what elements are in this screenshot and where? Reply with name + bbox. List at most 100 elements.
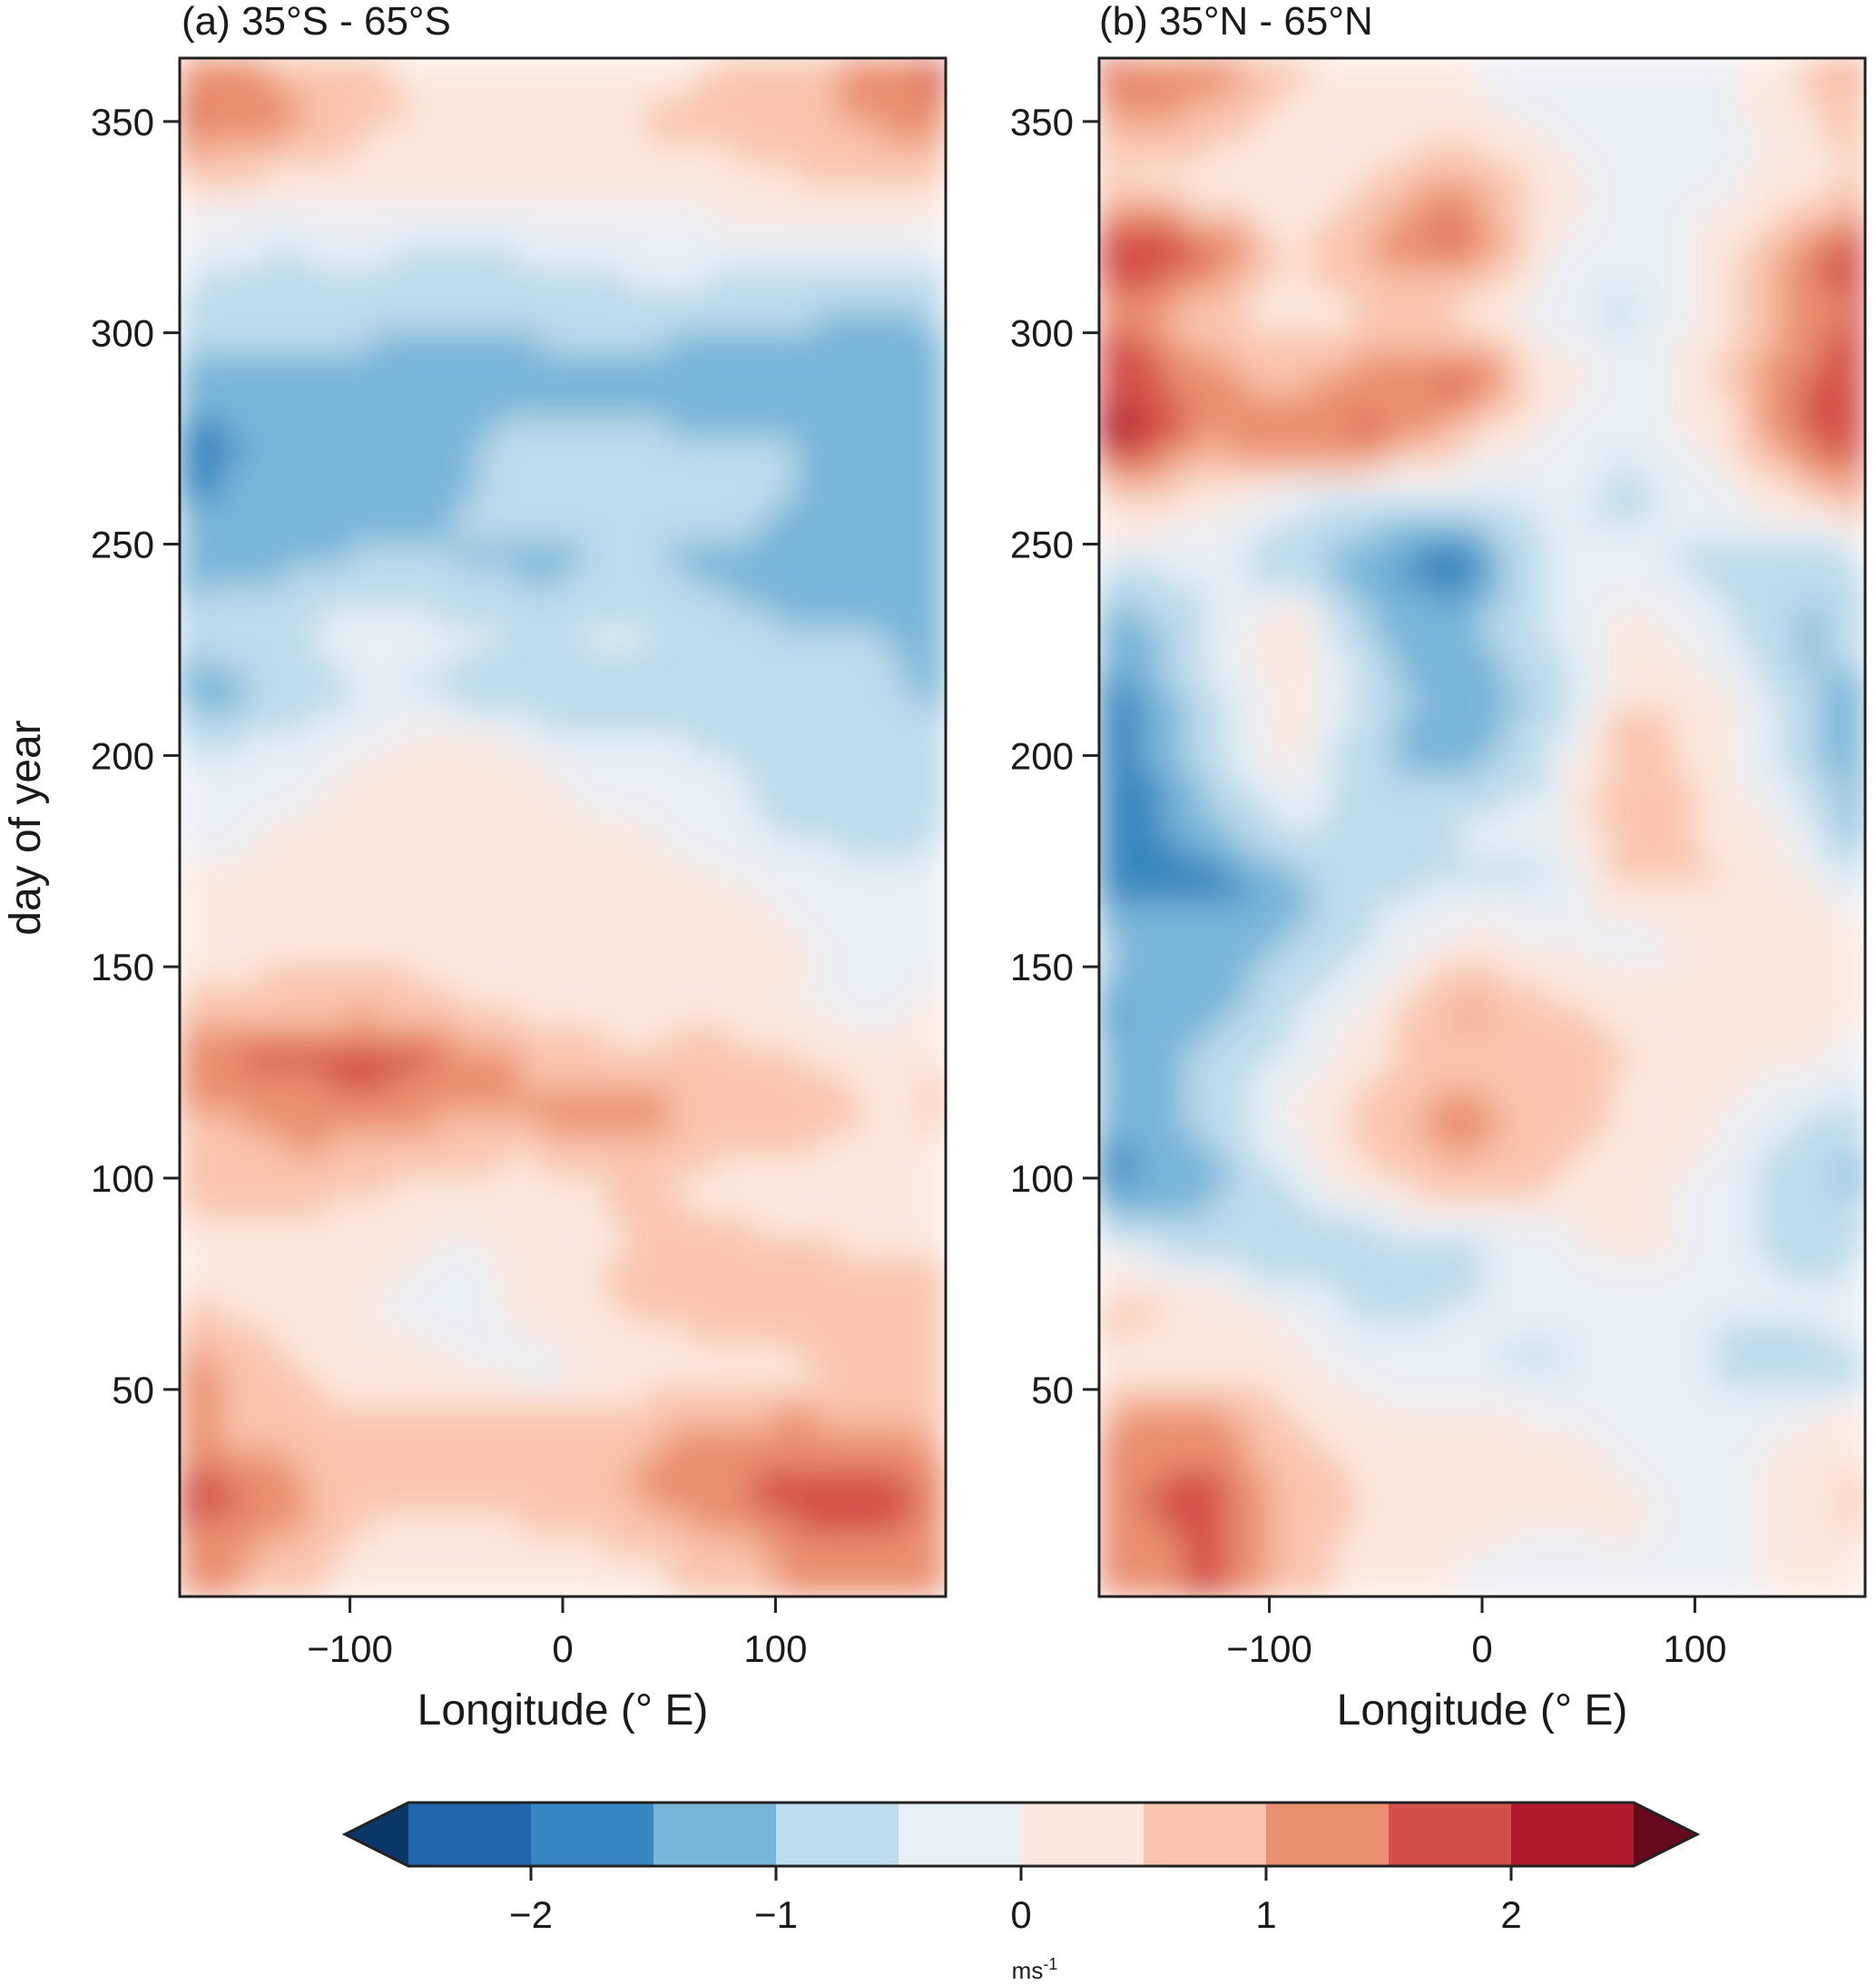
heatmap-cell [519, 542, 543, 565]
heatmap-cell [221, 268, 244, 290]
heatmap-cell [370, 1469, 393, 1492]
heatmap-cell [562, 142, 584, 164]
heatmap-cell [1353, 1069, 1377, 1092]
heatmap-cell [307, 752, 329, 775]
heatmap-cell [583, 879, 606, 902]
heatmap-cell [1545, 1047, 1568, 1071]
heatmap-cell [1353, 1047, 1377, 1071]
heatmap-cell [1460, 816, 1483, 839]
heatmap-cell [456, 647, 478, 670]
heatmap-cell [1290, 1364, 1312, 1387]
heatmap-cell [859, 795, 883, 818]
heatmap-cell [456, 205, 478, 228]
heatmap-cell [264, 521, 287, 544]
heatmap-cell [519, 58, 543, 80]
heatmap-cell [859, 542, 883, 565]
heatmap-cell [1545, 1554, 1568, 1577]
heatmap-cell [1439, 1174, 1462, 1197]
heatmap-cell [1226, 879, 1249, 902]
heatmap-cell [1290, 247, 1312, 270]
heatmap-cell [753, 99, 776, 123]
heatmap-cell [562, 1216, 584, 1239]
heatmap-cell [519, 584, 543, 607]
heatmap-cell [668, 773, 692, 797]
heatmap-cell [1673, 647, 1695, 670]
heatmap-cell [647, 1195, 670, 1218]
heatmap-cell [1779, 1069, 1802, 1092]
heatmap-cell [328, 289, 351, 312]
heatmap-cell [1099, 395, 1121, 418]
heatmap-cell [711, 1069, 734, 1092]
heatmap-cell [1204, 457, 1228, 480]
heatmap-cell [1311, 395, 1334, 418]
heatmap-cell [200, 1174, 223, 1197]
heatmap-cell [519, 1554, 543, 1577]
heatmap-cell [690, 247, 712, 270]
heatmap-cell [1843, 795, 1865, 818]
heatmap-cell [902, 1448, 926, 1471]
heatmap-cell [1162, 1047, 1185, 1071]
heatmap-cell [1481, 1301, 1504, 1323]
heatmap-cell [1736, 1047, 1760, 1071]
heatmap-cell [1502, 795, 1526, 818]
heatmap-cell [902, 1490, 926, 1513]
heatmap-cell [221, 1322, 244, 1344]
heatmap-cell [285, 1406, 309, 1429]
heatmap-cell [1290, 1427, 1312, 1449]
heatmap-cell [476, 331, 500, 354]
heatmap-cell [583, 162, 606, 185]
heatmap-cell [583, 985, 606, 1007]
heatmap-cell [1502, 542, 1526, 565]
heatmap-cell [1184, 1047, 1206, 1071]
heatmap-cell [1184, 1027, 1206, 1049]
heatmap-cell [1822, 373, 1845, 397]
heatmap-cell [1801, 1280, 1823, 1302]
heatmap-cell [221, 1195, 244, 1218]
y-tick-label: 50 [112, 1369, 154, 1411]
heatmap-cell [328, 331, 351, 354]
heatmap-cell [1587, 1532, 1611, 1556]
heatmap-cell [1119, 226, 1143, 249]
heatmap-cell [1481, 247, 1504, 270]
heatmap-cell [242, 985, 266, 1007]
heatmap-cell [1481, 563, 1504, 585]
heatmap-cell [774, 1195, 798, 1218]
heatmap-cell [498, 563, 521, 585]
heatmap-cell [859, 1342, 883, 1366]
heatmap-cell [242, 1448, 266, 1471]
heatmap-cell [476, 690, 500, 712]
heatmap-cell [370, 584, 393, 607]
heatmap-cell [1141, 1216, 1164, 1239]
heatmap-cell [1567, 457, 1589, 480]
heatmap-cell [1099, 416, 1121, 438]
heatmap-cell [1843, 1554, 1865, 1577]
heatmap-cell [753, 1427, 776, 1449]
heatmap-cell [583, 1090, 606, 1113]
heatmap-cell [1460, 1427, 1483, 1449]
heatmap-cell [690, 773, 712, 797]
heatmap-cell [1502, 711, 1526, 733]
heatmap-cell [1758, 331, 1781, 354]
heatmap-cell [839, 1322, 861, 1344]
heatmap-cell [839, 816, 861, 839]
heatmap-cell [1375, 1069, 1398, 1092]
heatmap-cell [1375, 226, 1398, 249]
heatmap-cell [1269, 1027, 1292, 1049]
heatmap-cell [1269, 1006, 1292, 1028]
heatmap-cell [328, 226, 351, 249]
heatmap-cell [711, 563, 734, 585]
heatmap-cell [541, 1237, 564, 1260]
heatmap-cell [328, 1301, 351, 1323]
heatmap-cell [690, 942, 712, 965]
heatmap-cell [1418, 752, 1440, 775]
heatmap-cell [1673, 773, 1695, 797]
heatmap-cell [902, 1132, 926, 1155]
heatmap-cell [1226, 1448, 1249, 1471]
heatmap-cell [1162, 1258, 1185, 1282]
heatmap-cell [1524, 985, 1547, 1007]
heatmap-cell [1779, 1532, 1802, 1556]
heatmap-cell [221, 921, 244, 944]
heatmap-cell [604, 626, 627, 649]
heatmap-cell [1758, 247, 1781, 270]
heatmap-cell [583, 78, 606, 101]
